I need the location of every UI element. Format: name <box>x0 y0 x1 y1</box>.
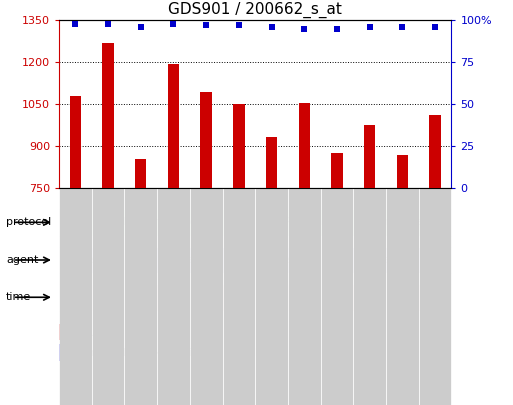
Point <box>235 22 243 28</box>
Bar <box>124 247 255 273</box>
Text: 0 h: 0 h <box>279 292 297 302</box>
Bar <box>59 209 255 236</box>
Bar <box>59 247 124 273</box>
Point <box>267 24 275 30</box>
Point <box>300 26 308 32</box>
Bar <box>59 284 124 311</box>
Point <box>398 24 406 30</box>
Point <box>431 24 439 30</box>
Title: GDS901 / 200662_s_at: GDS901 / 200662_s_at <box>168 1 342 17</box>
Text: time: time <box>6 292 31 302</box>
Bar <box>331 153 343 399</box>
Point <box>169 20 177 27</box>
Text: 2 h: 2 h <box>213 292 231 302</box>
Bar <box>135 159 147 399</box>
Point <box>71 20 80 27</box>
Text: 1 h: 1 h <box>345 292 362 302</box>
Bar <box>124 284 190 311</box>
Bar <box>70 96 81 399</box>
Bar <box>299 103 310 399</box>
Text: ERalpha transfected: ERalpha transfected <box>101 217 214 227</box>
Bar <box>397 155 408 399</box>
Text: ERalpha L540Q transfected: ERalpha L540Q transfected <box>277 217 430 227</box>
Bar <box>255 284 321 311</box>
Bar <box>386 188 419 405</box>
Bar <box>59 324 72 341</box>
Text: 1 h: 1 h <box>148 292 166 302</box>
Bar <box>201 92 212 399</box>
Bar <box>223 188 255 405</box>
Point <box>202 22 210 28</box>
Bar <box>102 43 114 399</box>
Bar <box>321 284 386 311</box>
Bar <box>386 284 451 311</box>
Bar <box>321 188 353 405</box>
Text: estradiol: estradiol <box>166 255 214 265</box>
Bar <box>157 188 190 405</box>
Text: protocol: protocol <box>6 217 51 227</box>
Bar <box>255 247 321 273</box>
Bar <box>353 188 386 405</box>
Bar <box>168 64 179 399</box>
Text: 0 h: 0 h <box>83 292 101 302</box>
Text: count: count <box>77 328 108 338</box>
Bar <box>59 344 72 361</box>
Bar <box>190 188 223 405</box>
Bar <box>266 136 278 399</box>
Point <box>333 26 341 32</box>
Bar <box>233 104 245 399</box>
Text: percentile rank within the sample: percentile rank within the sample <box>77 348 265 358</box>
Bar <box>364 125 376 399</box>
Text: untreated: untreated <box>261 255 315 265</box>
Bar <box>321 247 451 273</box>
Text: estradiol: estradiol <box>362 255 410 265</box>
Bar <box>92 188 125 405</box>
Bar <box>255 188 288 405</box>
Point <box>366 24 374 30</box>
Bar <box>190 284 255 311</box>
Bar <box>429 115 441 399</box>
Bar <box>288 188 321 405</box>
Bar <box>124 188 157 405</box>
Bar <box>255 209 451 236</box>
Bar <box>419 188 451 405</box>
Text: untreated: untreated <box>64 255 119 265</box>
Point <box>136 24 145 30</box>
Point <box>104 20 112 27</box>
Text: agent: agent <box>6 255 38 265</box>
Bar <box>59 188 92 405</box>
Text: 2 h: 2 h <box>410 292 428 302</box>
